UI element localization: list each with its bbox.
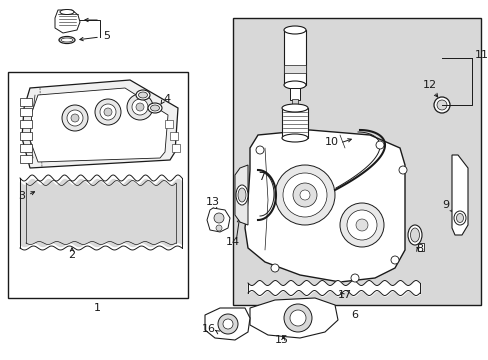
Circle shape [104,108,112,116]
Text: 15: 15 [274,335,288,345]
Bar [20,144,32,152]
Ellipse shape [407,225,421,245]
Circle shape [355,219,367,231]
Text: 3: 3 [19,191,25,201]
Circle shape [398,166,406,174]
Ellipse shape [238,188,245,202]
Ellipse shape [282,134,307,142]
Bar [282,108,307,138]
Bar [20,132,32,140]
Circle shape [375,141,383,149]
Bar [8,72,187,298]
Ellipse shape [148,103,162,113]
Text: 7: 7 [258,172,265,182]
Text: 8: 8 [416,244,423,254]
Circle shape [214,213,224,223]
Circle shape [346,210,376,240]
Ellipse shape [284,26,305,34]
Bar [20,155,32,163]
Ellipse shape [59,36,75,44]
Ellipse shape [61,38,73,42]
Text: 1: 1 [93,303,101,313]
Text: 14: 14 [225,237,240,247]
Text: 13: 13 [205,197,220,207]
Bar [20,108,32,116]
Polygon shape [206,208,229,232]
Bar [417,243,423,251]
Circle shape [283,173,326,217]
Circle shape [274,165,334,225]
Text: 11: 11 [474,50,488,60]
Text: 10: 10 [325,137,338,147]
Ellipse shape [456,213,463,222]
Ellipse shape [433,97,449,113]
Circle shape [270,264,279,272]
Polygon shape [249,298,337,338]
Ellipse shape [436,100,446,110]
Circle shape [127,94,153,120]
Text: 9: 9 [442,200,448,210]
Text: 17: 17 [337,290,351,300]
Bar [289,88,299,100]
Polygon shape [244,130,404,282]
Text: 5: 5 [103,31,110,41]
Polygon shape [204,308,249,340]
Text: 6: 6 [351,310,358,320]
Circle shape [132,99,148,115]
Ellipse shape [409,228,419,242]
Circle shape [339,203,383,247]
Bar [170,132,178,140]
Circle shape [95,99,121,125]
Bar [232,18,480,305]
Ellipse shape [282,104,307,112]
Bar [291,99,297,105]
Bar [20,120,32,128]
Bar [20,98,32,106]
Circle shape [62,105,88,131]
Circle shape [292,183,316,207]
Polygon shape [235,165,247,225]
Text: 16: 16 [202,324,216,334]
Ellipse shape [150,105,159,111]
Bar [284,30,305,85]
Circle shape [67,110,83,126]
Polygon shape [55,10,80,33]
Circle shape [223,319,232,329]
Ellipse shape [284,81,305,89]
Polygon shape [30,88,168,162]
Circle shape [256,146,264,154]
Bar [284,65,305,73]
Circle shape [218,314,238,334]
Circle shape [284,304,311,332]
Circle shape [350,274,358,282]
Circle shape [216,225,222,231]
Bar [172,144,180,152]
Polygon shape [451,155,467,235]
Circle shape [100,104,116,120]
Ellipse shape [136,90,150,100]
Text: 2: 2 [68,250,76,260]
Text: 12: 12 [422,80,436,90]
Ellipse shape [138,92,147,98]
Circle shape [71,114,79,122]
Ellipse shape [60,9,74,14]
Circle shape [390,256,398,264]
Circle shape [299,190,309,200]
Text: 4: 4 [163,94,170,104]
Circle shape [289,310,305,326]
Ellipse shape [236,185,247,205]
Bar [164,120,173,128]
Polygon shape [22,80,178,168]
Circle shape [136,103,143,111]
Ellipse shape [453,211,465,225]
